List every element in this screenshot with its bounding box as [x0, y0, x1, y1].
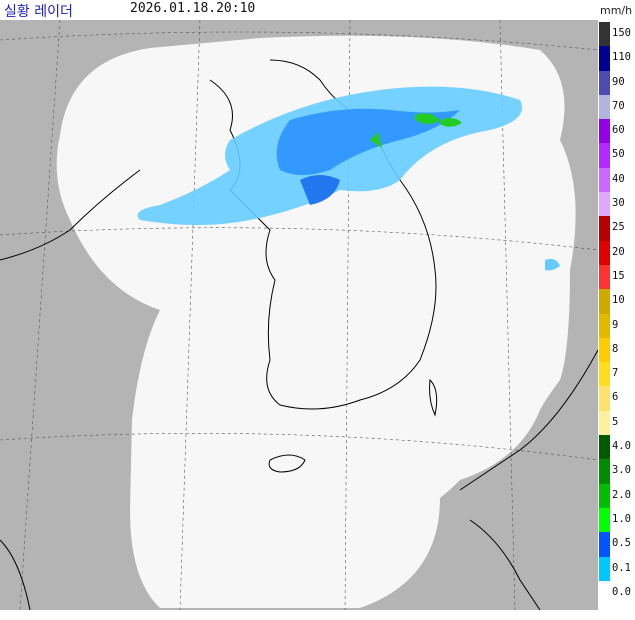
- legend-item: 25: [599, 216, 635, 241]
- legend-label: 9: [612, 318, 619, 331]
- legend-swatch: [599, 143, 610, 168]
- legend-swatch: [599, 435, 610, 460]
- legend-label: 1.0: [612, 512, 631, 525]
- grid: [0, 20, 598, 610]
- precipitation: [137, 86, 560, 271]
- legend-item: 90: [599, 70, 635, 95]
- legend-item: 3.0: [599, 459, 635, 484]
- legend-item: 30: [599, 192, 635, 217]
- legend-item: 110: [599, 46, 635, 71]
- legend-label: 60: [612, 124, 625, 137]
- legend-swatch: [599, 580, 610, 606]
- legend-swatch: [599, 337, 610, 363]
- legend-item: 1.0: [599, 507, 635, 533]
- legend-swatch: [599, 216, 610, 241]
- legend-item: 40: [599, 167, 635, 193]
- legend-swatch: [599, 94, 610, 120]
- legend-item: 0.5: [599, 532, 635, 557]
- legend-item: 7: [599, 362, 635, 387]
- legend-label: 150: [612, 27, 631, 39]
- timestamp: 2026.01.18.20:10: [130, 1, 256, 16]
- legend-item: 0.0: [599, 580, 635, 606]
- legend-swatch: [599, 556, 610, 581]
- legend-label: 50: [612, 148, 625, 161]
- legend-swatch: [599, 167, 610, 193]
- legend-label: 110: [612, 51, 631, 64]
- legend-label: 3.0: [612, 464, 631, 477]
- legend-swatch: [599, 459, 610, 484]
- legend-swatch: [599, 507, 610, 533]
- legend-item: 150: [599, 22, 635, 47]
- unit-label: mm/h: [600, 4, 633, 17]
- legend-swatch: [599, 386, 610, 411]
- legend-label: 5: [612, 415, 619, 428]
- legend-label: 20: [612, 245, 625, 258]
- legend-swatch: [599, 46, 610, 71]
- legend-swatch: [599, 410, 610, 436]
- legend-label: 7: [612, 367, 619, 380]
- legend-swatch: [599, 264, 610, 290]
- page-title: 실황 레이더: [4, 4, 73, 20]
- legend-label: 4.0: [612, 440, 631, 453]
- legend-label: 70: [612, 99, 625, 112]
- legend-label: 10: [612, 294, 625, 307]
- legend-swatch: [599, 70, 610, 95]
- radar-coverage: [56, 35, 576, 608]
- legend-item: 8: [599, 337, 635, 363]
- legend: 150 110 90 70 60 50 40 30 25 20 15 10 9 8 7 6 5 4.0 3.0 2.0…: [599, 22, 635, 606]
- legend-item: 15: [599, 264, 635, 290]
- legend-swatch: [599, 192, 610, 217]
- legend-swatch: [599, 362, 610, 387]
- legend-swatch: [599, 313, 610, 338]
- legend-label: 90: [612, 75, 625, 88]
- legend-item: 6: [599, 386, 635, 411]
- legend-label: 25: [612, 221, 625, 234]
- legend-swatch: [599, 119, 610, 144]
- legend-label: 30: [612, 197, 625, 210]
- legend-swatch: [599, 532, 610, 557]
- legend-label: 40: [612, 172, 625, 185]
- legend-label: 0.0: [612, 585, 631, 598]
- legend-item: 60: [599, 119, 635, 144]
- legend-swatch: [599, 22, 610, 47]
- legend-item: 9: [599, 313, 635, 338]
- legend-label: 6: [612, 391, 619, 404]
- legend-label: 0.5: [612, 537, 631, 550]
- legend-label: 2.0: [612, 488, 631, 501]
- legend-swatch: [599, 240, 610, 265]
- legend-label: 0.1: [612, 561, 631, 574]
- legend-label: 15: [612, 269, 625, 282]
- legend-item: 10: [599, 289, 635, 314]
- legend-item: 5: [599, 410, 635, 436]
- legend-item: 0.1: [599, 556, 635, 581]
- legend-item: 50: [599, 143, 635, 168]
- legend-label: 8: [612, 342, 619, 355]
- legend-item: 20: [599, 240, 635, 265]
- legend-swatch: [599, 483, 610, 508]
- legend-item: 2.0: [599, 483, 635, 508]
- legend-swatch: [599, 289, 610, 314]
- radar-map: [0, 20, 598, 610]
- legend-item: 70: [599, 94, 635, 120]
- legend-item: 4.0: [599, 435, 635, 460]
